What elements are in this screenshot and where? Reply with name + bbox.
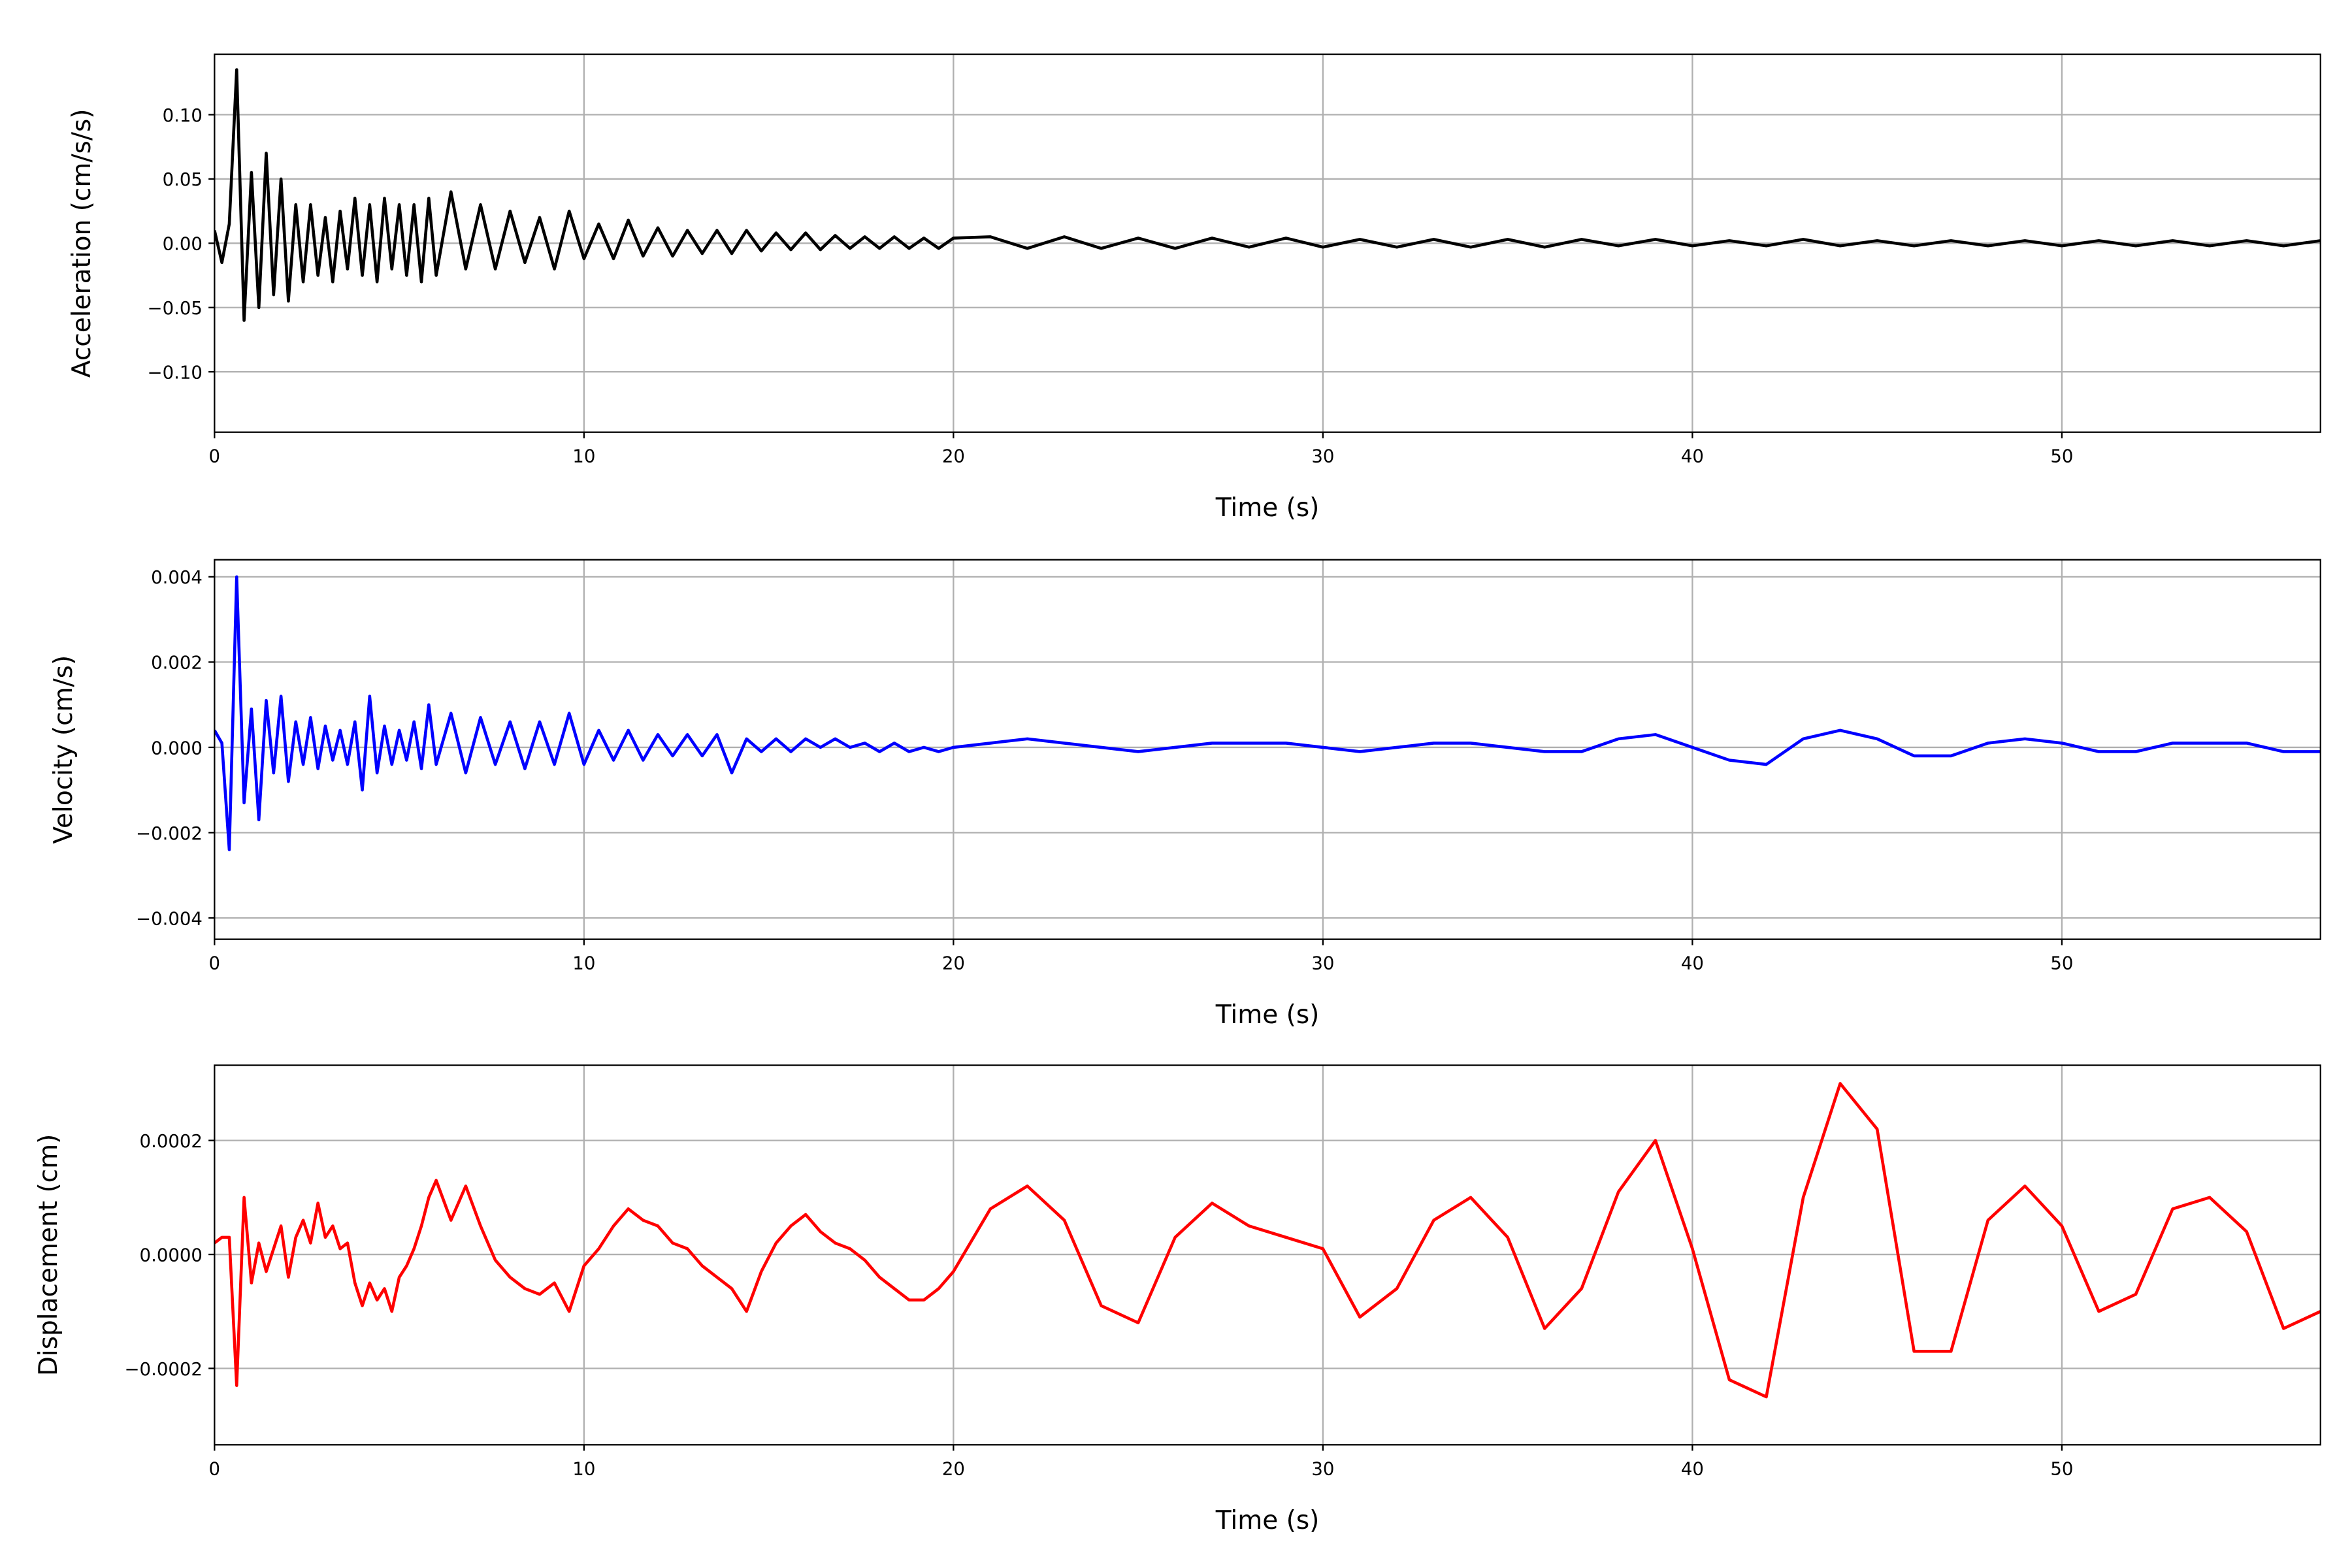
y-tick-label: 0.002 xyxy=(151,653,203,674)
y-tick-label: −0.10 xyxy=(148,362,203,383)
plot-frame xyxy=(214,559,2321,940)
y-tick-label: 0.004 xyxy=(151,567,203,588)
y-tick-label: −0.002 xyxy=(136,823,203,844)
x-tick-label: 20 xyxy=(942,446,965,467)
y-tick-label: 0.000 xyxy=(151,738,203,759)
data-line xyxy=(214,575,2321,851)
x-tick-label: 50 xyxy=(2050,953,2073,974)
x-tick-label: 50 xyxy=(2050,1458,2073,1479)
y-tick-label: 0.05 xyxy=(163,169,203,190)
data-line xyxy=(214,1082,2321,1399)
x-axis-label: Time (s) xyxy=(1215,493,1320,523)
x-tick-label: 0 xyxy=(209,953,221,974)
y-tick-label: 0.0002 xyxy=(140,1131,203,1152)
x-axis-label: Time (s) xyxy=(1215,1000,1320,1030)
x-tick-label: 40 xyxy=(1681,953,1704,974)
plot-frame xyxy=(214,53,2321,433)
x-tick-label: 10 xyxy=(572,953,595,974)
x-tick-label: 30 xyxy=(1311,1458,1334,1479)
y-tick-label: 0.0000 xyxy=(140,1245,203,1266)
y-axis-label: Acceleration (cm/s/s) xyxy=(67,108,97,378)
x-tick-label: 40 xyxy=(1681,1458,1704,1479)
plot-frame xyxy=(214,1064,2321,1446)
x-tick-label: 50 xyxy=(2050,446,2073,467)
x-tick-label: 20 xyxy=(942,1458,965,1479)
x-tick-label: 0 xyxy=(209,1458,221,1479)
x-tick-label: 10 xyxy=(572,446,595,467)
y-axis-label: Displacement (cm) xyxy=(34,1134,63,1377)
x-tick-label: 30 xyxy=(1311,953,1334,974)
x-tick-label: 10 xyxy=(572,1458,595,1479)
x-tick-label: 40 xyxy=(1681,446,1704,467)
y-tick-label: −0.05 xyxy=(148,298,203,319)
x-axis-label: Time (s) xyxy=(1215,1506,1320,1535)
y-tick-label: 0.00 xyxy=(163,234,203,255)
x-tick-label: 30 xyxy=(1311,446,1334,467)
x-tick-label: 0 xyxy=(209,446,221,467)
data-line xyxy=(214,68,2321,322)
y-axis-label: Velocity (cm/s) xyxy=(49,655,78,844)
y-tick-label: −0.0002 xyxy=(124,1359,202,1380)
y-tick-label: −0.004 xyxy=(136,908,203,929)
x-tick-label: 20 xyxy=(942,953,965,974)
y-tick-label: 0.10 xyxy=(163,105,203,126)
